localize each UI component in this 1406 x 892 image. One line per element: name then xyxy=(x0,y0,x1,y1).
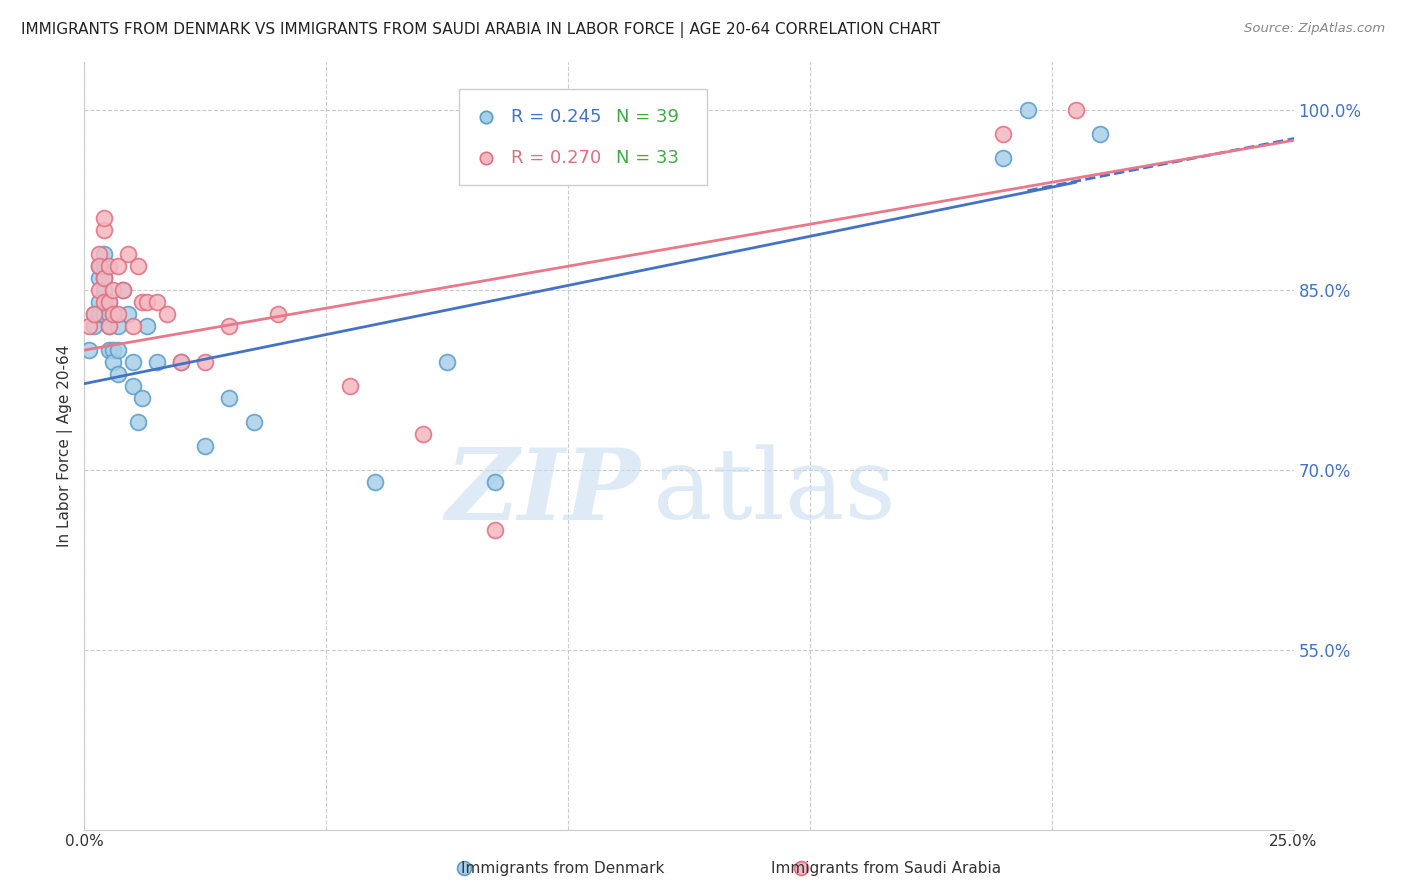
Text: Immigrants from Denmark: Immigrants from Denmark xyxy=(461,861,664,876)
Text: ZIP: ZIP xyxy=(446,444,641,541)
Point xyxy=(267,307,290,321)
Point xyxy=(194,439,217,453)
Point xyxy=(103,343,125,357)
Point xyxy=(107,319,129,334)
Text: R = 0.270: R = 0.270 xyxy=(512,149,602,167)
Point xyxy=(97,295,120,310)
Point xyxy=(87,247,110,261)
Point xyxy=(103,355,125,369)
Point xyxy=(93,271,115,285)
Point xyxy=(194,355,217,369)
Text: R = 0.245: R = 0.245 xyxy=(512,108,602,126)
Point xyxy=(107,367,129,381)
Point xyxy=(97,319,120,334)
Point xyxy=(121,319,143,334)
Point xyxy=(107,307,129,321)
Text: N = 33: N = 33 xyxy=(616,149,679,167)
Point xyxy=(170,355,193,369)
Point xyxy=(107,343,129,357)
Point xyxy=(87,259,110,273)
Text: Immigrants from Saudi Arabia: Immigrants from Saudi Arabia xyxy=(770,861,1001,876)
Point xyxy=(93,223,115,237)
Point xyxy=(93,247,115,261)
Point xyxy=(93,211,115,226)
Point xyxy=(363,475,385,489)
Point xyxy=(93,271,115,285)
Point xyxy=(93,283,115,297)
Point xyxy=(131,295,153,310)
Point xyxy=(103,283,125,297)
Point xyxy=(112,283,135,297)
Point xyxy=(87,271,110,285)
Point xyxy=(136,295,159,310)
Point xyxy=(77,319,100,334)
Point xyxy=(155,307,177,321)
Point xyxy=(93,295,115,310)
Point xyxy=(87,283,110,297)
Point xyxy=(117,307,139,321)
Point xyxy=(136,319,159,334)
Point xyxy=(436,355,458,369)
Point xyxy=(93,307,115,321)
Point xyxy=(112,283,135,297)
Point xyxy=(484,475,506,489)
Point xyxy=(93,259,115,273)
Point xyxy=(146,355,169,369)
Point xyxy=(218,391,240,405)
Point xyxy=(107,259,129,273)
Point xyxy=(339,379,361,393)
Point xyxy=(170,355,193,369)
Point xyxy=(83,307,105,321)
Point xyxy=(131,391,153,405)
Point xyxy=(127,415,149,429)
Point xyxy=(1088,128,1111,142)
Point xyxy=(218,319,240,334)
Point xyxy=(453,861,475,875)
Text: Source: ZipAtlas.com: Source: ZipAtlas.com xyxy=(1244,22,1385,36)
Point xyxy=(127,259,149,273)
Point xyxy=(993,152,1015,166)
Point xyxy=(97,319,120,334)
Point xyxy=(121,379,143,393)
Point xyxy=(97,295,120,310)
FancyBboxPatch shape xyxy=(460,89,707,186)
Text: N = 39: N = 39 xyxy=(616,108,679,126)
Point xyxy=(993,128,1015,142)
Point xyxy=(97,259,120,273)
Point xyxy=(97,307,120,321)
Y-axis label: In Labor Force | Age 20-64: In Labor Force | Age 20-64 xyxy=(58,345,73,547)
Point xyxy=(77,343,100,357)
Point xyxy=(87,307,110,321)
Point xyxy=(121,355,143,369)
Point xyxy=(146,295,169,310)
Point xyxy=(242,415,264,429)
Point xyxy=(103,307,125,321)
Point xyxy=(83,319,105,334)
Point xyxy=(97,343,120,357)
Point xyxy=(1017,103,1039,118)
Point xyxy=(790,861,813,875)
Point xyxy=(484,523,506,537)
Point xyxy=(1064,103,1087,118)
Text: IMMIGRANTS FROM DENMARK VS IMMIGRANTS FROM SAUDI ARABIA IN LABOR FORCE | AGE 20-: IMMIGRANTS FROM DENMARK VS IMMIGRANTS FR… xyxy=(21,22,941,38)
Point xyxy=(83,307,105,321)
Text: atlas: atlas xyxy=(652,444,896,540)
Point xyxy=(117,247,139,261)
Point xyxy=(87,295,110,310)
Point xyxy=(412,427,434,442)
Point xyxy=(87,259,110,273)
